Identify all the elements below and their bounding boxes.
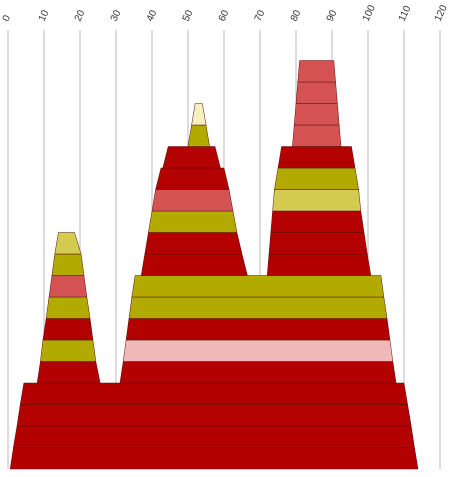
band	[16, 404, 412, 427]
band	[128, 296, 388, 319]
x-tick-label: 60	[217, 8, 232, 23]
band	[48, 275, 88, 298]
band	[40, 339, 97, 362]
band	[119, 361, 397, 384]
x-tick-label: 90	[325, 8, 340, 23]
band	[148, 210, 238, 233]
band	[270, 210, 365, 233]
band	[155, 167, 230, 190]
band	[268, 232, 368, 255]
band	[54, 232, 82, 255]
band	[125, 318, 391, 341]
band	[144, 232, 243, 255]
x-tick-label: 80	[289, 8, 304, 23]
band	[45, 296, 91, 319]
x-tick-label: 110	[397, 4, 414, 23]
band	[42, 318, 94, 341]
band	[274, 167, 359, 190]
x-tick-label: 30	[109, 8, 124, 23]
x-tick-label: 0	[1, 13, 14, 23]
band	[19, 382, 408, 405]
x-tick-label: 20	[73, 8, 88, 23]
x-tick-label: 120	[433, 3, 450, 23]
band	[292, 124, 342, 147]
band	[272, 189, 362, 212]
x-tick-label: 40	[145, 8, 160, 23]
band	[162, 146, 221, 169]
band	[293, 103, 340, 126]
x-tick-label: 70	[253, 8, 268, 23]
band	[9, 447, 419, 470]
band	[295, 81, 338, 104]
band	[131, 275, 385, 298]
x-tick-label: 50	[181, 8, 196, 23]
band	[36, 361, 101, 384]
band	[13, 425, 415, 448]
x-tick-label: 100	[361, 3, 378, 23]
band	[191, 103, 207, 126]
x-tick-label: 10	[37, 8, 52, 23]
band	[266, 253, 372, 276]
band	[277, 146, 356, 169]
band	[297, 60, 336, 83]
band	[51, 253, 85, 276]
band	[187, 124, 210, 147]
band	[151, 189, 234, 212]
band	[122, 339, 394, 362]
band	[140, 253, 248, 276]
